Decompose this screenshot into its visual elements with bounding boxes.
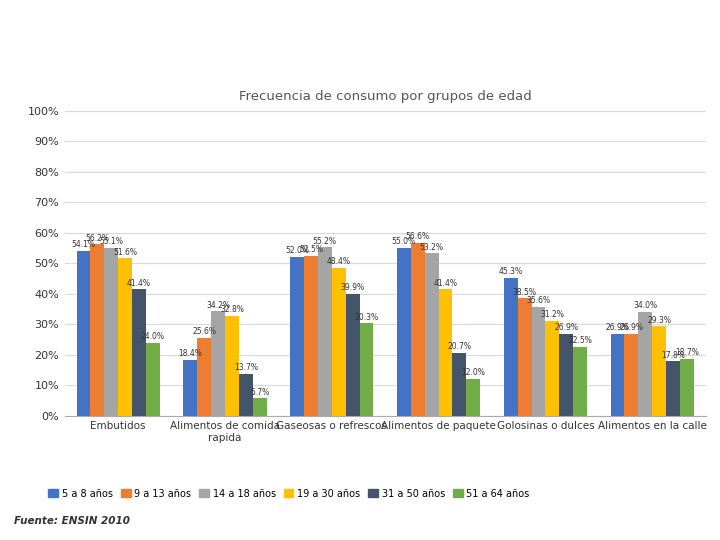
Bar (573, 347, 587, 416)
Bar (452, 353, 467, 416)
Text: 53.2%: 53.2% (420, 242, 444, 252)
Text: 13.7%: 13.7% (234, 363, 258, 372)
Bar (346, 294, 359, 416)
Bar (211, 312, 225, 416)
Text: 20.7%: 20.7% (447, 342, 472, 351)
Bar (611, 334, 624, 416)
Text: 38.5%: 38.5% (513, 287, 536, 296)
Text: 25.6%: 25.6% (192, 327, 216, 336)
Bar (624, 334, 639, 416)
Bar (397, 248, 411, 416)
Text: 26.9%: 26.9% (554, 323, 578, 332)
Text: semanal de consumo de alimentos agrupados: semanal de consumo de alimentos agrupado… (118, 69, 602, 87)
Text: 24.0%: 24.0% (141, 332, 165, 341)
Text: 22.5%: 22.5% (568, 336, 592, 345)
Legend: 5 a 8 años, 9 a 13 años, 14 a 18 años, 19 a 30 años, 31 a 50 años, 51 a 64 años: 5 a 8 años, 9 a 13 años, 14 a 18 años, 1… (45, 485, 534, 502)
Text: 55.2%: 55.2% (313, 237, 337, 246)
Text: 45.3%: 45.3% (499, 267, 523, 276)
Bar (197, 338, 211, 416)
Bar (239, 374, 253, 416)
Bar (504, 278, 518, 416)
Text: 32.8%: 32.8% (220, 305, 244, 314)
Bar (467, 379, 480, 416)
Text: 35.6%: 35.6% (526, 296, 551, 305)
Text: 31.2%: 31.2% (541, 310, 564, 319)
Bar (91, 244, 104, 416)
Text: 56.2%: 56.2% (86, 233, 109, 242)
Bar (76, 251, 91, 416)
Title: Frecuencia de consumo por grupos de edad: Frecuencia de consumo por grupos de edad (239, 90, 531, 103)
Text: Fuente: ENSIN 2010: Fuente: ENSIN 2010 (14, 516, 130, 526)
Text: 5.7%: 5.7% (250, 388, 269, 396)
Bar (531, 307, 546, 416)
Bar (546, 321, 559, 416)
Text: 17.8%: 17.8% (661, 350, 685, 360)
Text: 34.2%: 34.2% (206, 301, 230, 309)
Bar (411, 243, 425, 416)
Bar (518, 298, 531, 416)
Text: 12.0%: 12.0% (462, 368, 485, 377)
Bar (639, 312, 652, 416)
Text: 39.9%: 39.9% (341, 284, 365, 292)
Bar (559, 334, 573, 416)
Bar (652, 326, 666, 416)
Bar (438, 289, 452, 416)
Text: 55.0%: 55.0% (392, 237, 416, 246)
Text: 48.4%: 48.4% (327, 257, 351, 266)
Text: 26.9%: 26.9% (606, 323, 629, 332)
Text: Proporciones nacionales por grupos de edad de la frecuencia: Proporciones nacionales por grupos de ed… (36, 25, 684, 44)
Text: 52.0%: 52.0% (285, 246, 309, 255)
Bar (318, 247, 332, 416)
Bar (118, 258, 132, 416)
Text: 51.6%: 51.6% (113, 247, 137, 256)
Text: 26.9%: 26.9% (619, 323, 644, 332)
Bar (290, 257, 304, 416)
Text: 56.6%: 56.6% (405, 232, 430, 241)
Bar (253, 399, 266, 416)
Bar (184, 360, 197, 416)
Bar (225, 316, 239, 416)
Text: 41.4%: 41.4% (433, 279, 457, 288)
Text: 54.1%: 54.1% (71, 240, 96, 249)
Bar (359, 323, 374, 416)
Bar (680, 359, 694, 416)
Text: 55.1%: 55.1% (99, 237, 123, 246)
Bar (425, 253, 438, 416)
Bar (666, 361, 680, 416)
Bar (132, 289, 146, 416)
Text: 29.3%: 29.3% (647, 315, 671, 325)
Text: 41.4%: 41.4% (127, 279, 151, 288)
Text: 30.3%: 30.3% (354, 313, 379, 321)
Text: 34.0%: 34.0% (633, 301, 657, 310)
Bar (332, 268, 346, 416)
Bar (304, 255, 318, 416)
Bar (146, 342, 160, 416)
Text: 18.7%: 18.7% (675, 348, 699, 357)
Text: 52.5%: 52.5% (299, 245, 323, 254)
Bar (104, 248, 118, 416)
Text: 18.4%: 18.4% (179, 349, 202, 358)
